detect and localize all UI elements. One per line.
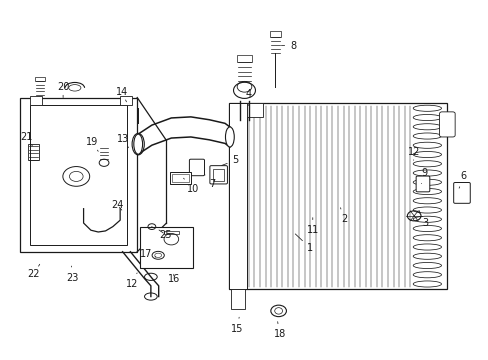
Text: 9: 9 (420, 168, 426, 184)
Text: 1: 1 (295, 234, 313, 253)
Text: 22: 22 (27, 264, 40, 279)
Text: 2: 2 (340, 208, 347, 224)
Text: 18: 18 (273, 321, 285, 339)
Text: 10: 10 (183, 178, 199, 194)
FancyBboxPatch shape (189, 159, 204, 176)
Bar (247, 103, 263, 117)
Text: 6: 6 (458, 171, 466, 188)
Bar (30, 96, 42, 105)
FancyBboxPatch shape (209, 166, 227, 184)
Bar (163, 230, 179, 234)
Bar (172, 174, 188, 182)
Text: 13: 13 (117, 134, 129, 148)
Bar (237, 55, 251, 62)
FancyBboxPatch shape (439, 112, 454, 137)
Text: 5: 5 (221, 155, 238, 165)
FancyBboxPatch shape (453, 183, 469, 203)
Text: 21: 21 (20, 132, 32, 146)
Text: 14: 14 (115, 87, 127, 102)
Bar (120, 96, 132, 105)
Bar (269, 31, 280, 37)
FancyBboxPatch shape (415, 176, 429, 192)
Ellipse shape (225, 127, 234, 147)
Bar (231, 289, 244, 309)
Bar (28, 144, 39, 160)
Text: 25: 25 (159, 230, 171, 239)
Text: 12: 12 (407, 147, 419, 160)
Text: 16: 16 (167, 274, 180, 284)
Text: 15: 15 (230, 317, 243, 334)
Bar (140, 226, 193, 268)
Text: 23: 23 (66, 266, 79, 283)
Bar (170, 172, 190, 184)
Ellipse shape (134, 134, 142, 154)
Bar (30, 105, 127, 244)
Text: 3: 3 (418, 211, 427, 228)
Bar (228, 103, 446, 289)
Bar (20, 98, 137, 252)
Text: 12: 12 (126, 273, 138, 289)
Bar (213, 169, 224, 181)
Text: 11: 11 (306, 218, 318, 235)
Text: 19: 19 (86, 138, 98, 151)
Text: 24: 24 (111, 200, 123, 210)
Text: 8: 8 (281, 41, 296, 50)
Bar (228, 103, 247, 289)
Text: 17: 17 (140, 248, 156, 258)
Text: 4: 4 (245, 89, 251, 105)
Text: 7: 7 (204, 175, 216, 189)
Text: 20: 20 (57, 82, 69, 98)
Bar (35, 77, 44, 81)
